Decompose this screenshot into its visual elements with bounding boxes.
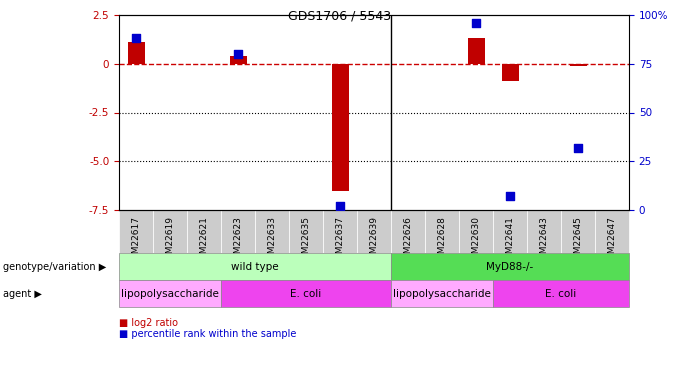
Text: wild type: wild type [231, 262, 279, 272]
Bar [468, 38, 484, 64]
Text: GDS1706 / 5543: GDS1706 / 5543 [288, 9, 392, 22]
Text: genotype/variation ▶: genotype/variation ▶ [3, 262, 107, 272]
Bar [332, 64, 348, 190]
Point [335, 203, 345, 209]
Bar [570, 64, 586, 66]
Text: agent ▶: agent ▶ [3, 289, 42, 298]
Point [505, 194, 515, 200]
Bar [502, 64, 518, 81]
Point [471, 20, 481, 26]
Text: lipopolysaccharide: lipopolysaccharide [121, 289, 219, 298]
Point [131, 35, 141, 41]
Text: MyD88-/-: MyD88-/- [486, 262, 534, 272]
Text: ■ log2 ratio: ■ log2 ratio [119, 318, 178, 328]
Bar [128, 42, 144, 64]
Text: E. coli: E. coli [545, 289, 577, 298]
Point [573, 145, 583, 151]
Point [233, 51, 243, 57]
Bar [230, 56, 246, 64]
Text: E. coli: E. coli [290, 289, 322, 298]
Text: lipopolysaccharide: lipopolysaccharide [393, 289, 491, 298]
Text: ■ percentile rank within the sample: ■ percentile rank within the sample [119, 329, 296, 339]
